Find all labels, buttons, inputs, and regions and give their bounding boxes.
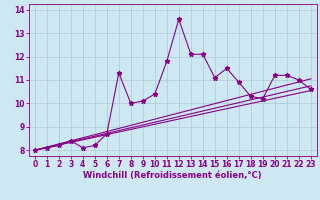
X-axis label: Windchill (Refroidissement éolien,°C): Windchill (Refroidissement éolien,°C) (84, 171, 262, 180)
